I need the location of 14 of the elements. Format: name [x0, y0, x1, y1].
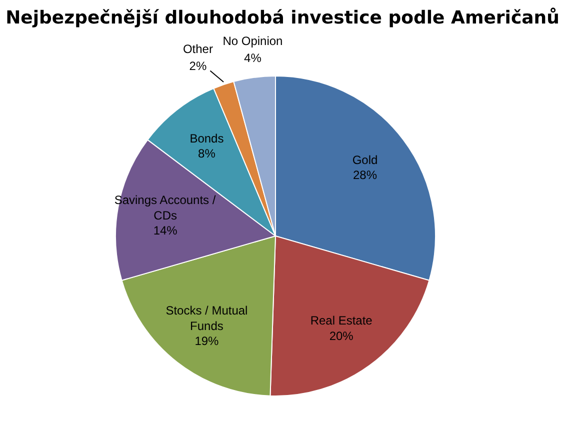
slice-label: Real Estate — [310, 314, 373, 328]
data-label: 19% — [194, 334, 220, 348]
data-label: 8% — [198, 146, 216, 161]
data-label: 14% — [153, 224, 178, 238]
slice-label: Other — [182, 42, 213, 56]
data-label: 20% — [329, 328, 354, 343]
data-label: 4% — [244, 50, 262, 65]
slice-label: No Opinion — [222, 34, 283, 48]
chart-title: Nejbezpečnější dlouhodobá investice podle Američanů — [6, 8, 560, 28]
data-label: 28% — [353, 168, 378, 182]
data-label: 2% — [189, 58, 207, 73]
slice-label: Bonds — [190, 131, 224, 146]
slice-label: Gold — [352, 152, 378, 167]
slice-label: Stocks / Mutual Funds — [166, 304, 248, 333]
